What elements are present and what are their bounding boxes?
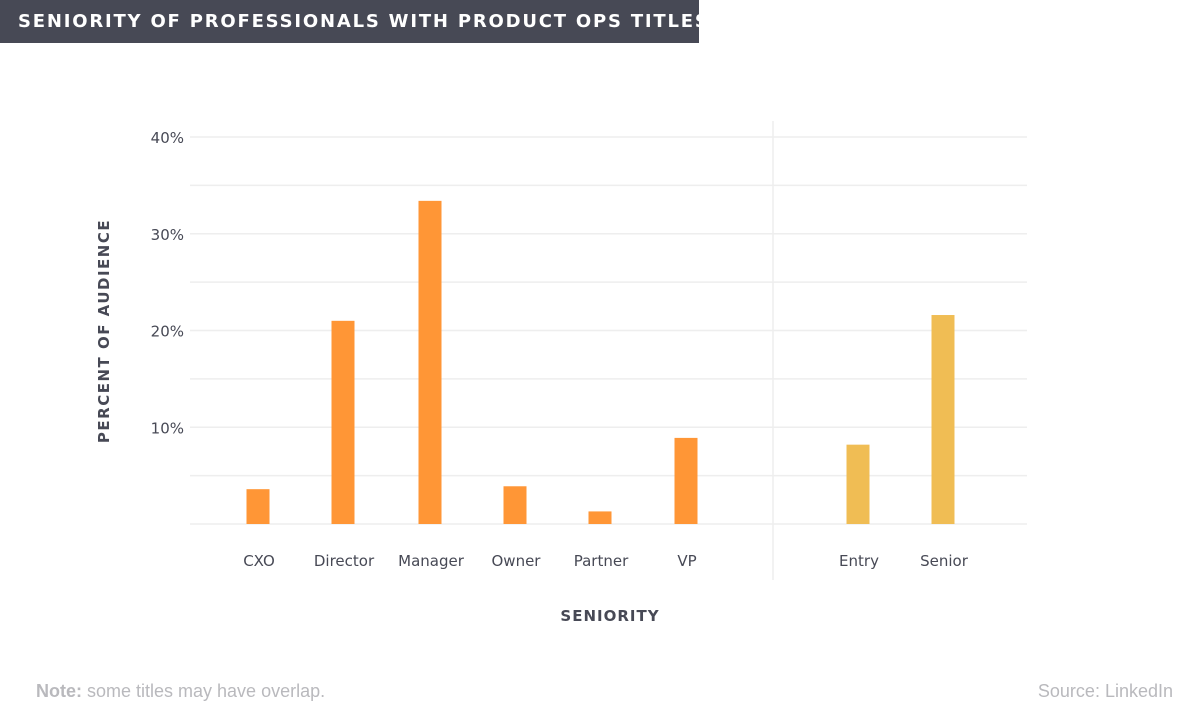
note-label: Note: — [36, 681, 82, 701]
x-tick-label: Director — [314, 552, 375, 570]
footer-note: Note: some titles may have overlap. — [36, 681, 325, 702]
x-axis-label: SENIORITY — [560, 607, 659, 625]
bar-entry — [846, 444, 870, 524]
chart-title: SENIORITY OF PROFESSIONALS WITH PRODUCT … — [18, 11, 710, 32]
bar-manager — [418, 200, 442, 525]
x-tick-label: Senior — [920, 552, 969, 570]
x-tick-label: VP — [677, 552, 696, 570]
bars — [246, 200, 955, 525]
x-tick-labels: CXO Director Manager Owner Partner VP Entry Sen… — [243, 552, 969, 570]
y-tick-label: 30% — [151, 226, 184, 244]
bar-senior — [931, 315, 955, 524]
y-tick-label: 40% — [151, 129, 184, 147]
y-tick-labels: 10% 20% 30% 40% — [151, 129, 184, 437]
bar-director — [331, 320, 355, 524]
x-tick-label: Owner — [492, 552, 542, 570]
y-tick-label: 20% — [151, 323, 184, 341]
bar-partner — [588, 511, 612, 524]
x-tick-label: CXO — [243, 552, 275, 570]
y-tick-label: 10% — [151, 419, 184, 437]
note-text: some titles may have overlap. — [82, 681, 326, 701]
x-tick-label: Partner — [574, 552, 629, 570]
bar-vp — [674, 437, 698, 524]
y-axis-label: PERCENT OF AUDIENCE — [95, 219, 113, 443]
bar-owner — [503, 486, 527, 524]
x-tick-label: Manager — [398, 552, 465, 570]
title-banner: SENIORITY OF PROFESSIONALS WITH PRODUCT … — [0, 0, 708, 43]
x-tick-label: Entry — [839, 552, 879, 570]
bar-cxo — [246, 489, 270, 524]
grid-lines — [190, 136, 1027, 525]
source-credit: Source: LinkedIn — [1037, 681, 1173, 701]
